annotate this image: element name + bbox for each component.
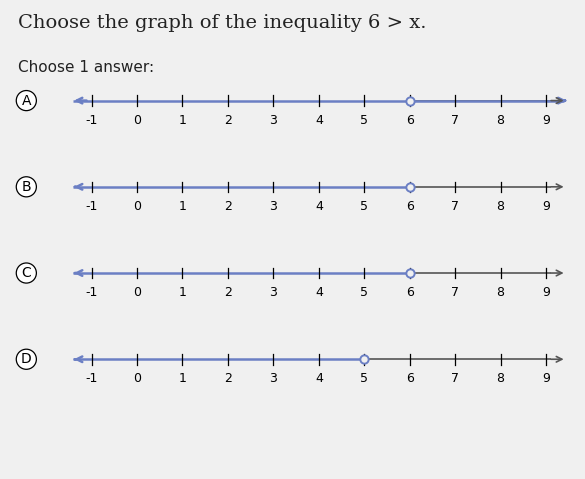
Text: 6: 6 — [406, 200, 414, 213]
Text: B: B — [22, 180, 31, 194]
Text: 6: 6 — [406, 286, 414, 299]
Text: 7: 7 — [451, 114, 459, 127]
Text: 9: 9 — [542, 286, 550, 299]
Text: 0: 0 — [133, 286, 141, 299]
Text: 4: 4 — [315, 373, 323, 386]
Text: Choose 1 answer:: Choose 1 answer: — [18, 60, 154, 75]
Text: 9: 9 — [542, 200, 550, 213]
Text: 3: 3 — [270, 114, 277, 127]
Text: 2: 2 — [224, 286, 232, 299]
Text: 5: 5 — [360, 200, 369, 213]
Text: 6: 6 — [406, 114, 414, 127]
Text: 7: 7 — [451, 286, 459, 299]
Text: 9: 9 — [542, 114, 550, 127]
Text: 3: 3 — [270, 286, 277, 299]
Text: 4: 4 — [315, 114, 323, 127]
Text: 8: 8 — [497, 286, 505, 299]
Text: 1: 1 — [178, 114, 187, 127]
Text: -1: -1 — [85, 200, 98, 213]
Text: Choose the graph of the inequality 6 > x.: Choose the graph of the inequality 6 > x… — [18, 14, 426, 33]
Text: 4: 4 — [315, 200, 323, 213]
Text: -1: -1 — [85, 373, 98, 386]
Text: C: C — [22, 266, 31, 280]
Text: 0: 0 — [133, 200, 141, 213]
Text: 1: 1 — [178, 286, 187, 299]
Text: 0: 0 — [133, 114, 141, 127]
Text: 3: 3 — [270, 373, 277, 386]
Text: 2: 2 — [224, 114, 232, 127]
Text: -1: -1 — [85, 286, 98, 299]
Text: 2: 2 — [224, 200, 232, 213]
Text: 8: 8 — [497, 114, 505, 127]
Text: 4: 4 — [315, 286, 323, 299]
Text: 5: 5 — [360, 373, 369, 386]
Text: 0: 0 — [133, 373, 141, 386]
Text: 8: 8 — [497, 373, 505, 386]
Text: 3: 3 — [270, 200, 277, 213]
Text: 5: 5 — [360, 114, 369, 127]
Text: 6: 6 — [406, 373, 414, 386]
Text: 1: 1 — [178, 200, 187, 213]
Text: 2: 2 — [224, 373, 232, 386]
Text: A: A — [22, 93, 31, 108]
Text: 1: 1 — [178, 373, 187, 386]
Text: 9: 9 — [542, 373, 550, 386]
Text: 8: 8 — [497, 200, 505, 213]
Text: 7: 7 — [451, 373, 459, 386]
Text: -1: -1 — [85, 114, 98, 127]
Text: 5: 5 — [360, 286, 369, 299]
Text: D: D — [21, 352, 32, 366]
Text: 7: 7 — [451, 200, 459, 213]
